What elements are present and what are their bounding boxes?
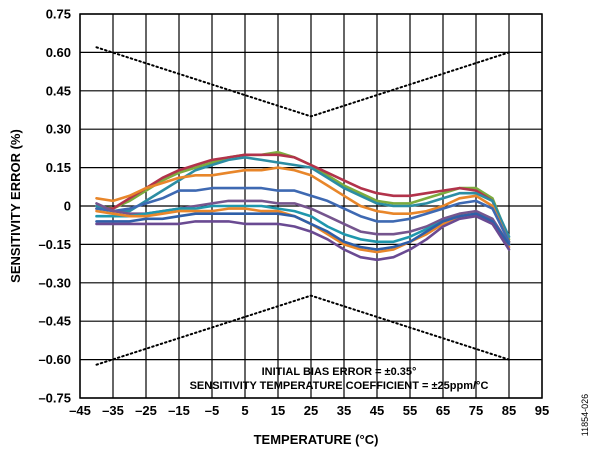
y-tick-labels: 0.75 0.60 0.45 0.30 0.15 0 –0.15 –0.30 –0.45 –0.6… [38, 7, 71, 406]
series-line [95, 214, 511, 262]
x-tick-label: –15 [168, 403, 190, 418]
x-tick-label: –25 [135, 403, 157, 418]
x-tick-label: 25 [304, 403, 318, 418]
y-axis-label: SENSITIVITY ERROR (%) [8, 129, 23, 283]
x-tick-labels: –45 –35 –25 –15 –5 5 15 25 35 45 55 65 75 85 95 [69, 403, 549, 418]
annotation-line-2: SENSITIVITY TEMPERATURE COEFFICIENT = ±2… [190, 380, 489, 392]
y-tick-label: –0.15 [38, 237, 71, 252]
y-tick-label: –0.45 [38, 314, 71, 329]
y-tick-label: 0.45 [46, 83, 71, 98]
x-axis-label: TEMPERATURE (°C) [254, 432, 379, 447]
x-tick-label: 75 [469, 403, 483, 418]
limit-line [95, 294, 510, 366]
y-tick-label: 0.75 [46, 7, 71, 22]
series-line [95, 153, 511, 244]
x-tick-label: 5 [241, 403, 248, 418]
x-tick-label: –45 [69, 403, 91, 418]
figure-id: 11854-026 [580, 394, 590, 436]
y-tick-label: –0.75 [38, 391, 71, 406]
series-lines [95, 150, 511, 262]
x-tick-label: 35 [337, 403, 351, 418]
x-tick-label: 15 [271, 403, 285, 418]
x-tick-label: 45 [370, 403, 384, 418]
x-tick-label: 65 [436, 403, 450, 418]
limit-lines [95, 46, 510, 366]
series-line [95, 166, 511, 244]
plot-frame [79, 13, 543, 399]
series-line [95, 212, 511, 251]
series-line [95, 156, 511, 238]
x-tick-label: 85 [502, 403, 516, 418]
x-tick-label: –35 [102, 403, 124, 418]
series-line [95, 186, 511, 244]
limit-line [95, 46, 510, 118]
y-tick-label: –0.30 [38, 275, 71, 290]
y-tick-label: 0 [64, 199, 71, 214]
y-tick-label: 0.60 [46, 45, 71, 60]
y-tick-label: 0.30 [46, 122, 71, 137]
y-tick-label: –0.60 [38, 352, 71, 367]
annotation-line-1: INITIAL BIAS ERROR = ±0.35° [262, 366, 417, 378]
x-tick-label: –5 [205, 403, 219, 418]
x-tick-label: 55 [403, 403, 417, 418]
x-tick-label: 95 [535, 403, 549, 418]
y-tick-label: 0.15 [46, 160, 71, 175]
